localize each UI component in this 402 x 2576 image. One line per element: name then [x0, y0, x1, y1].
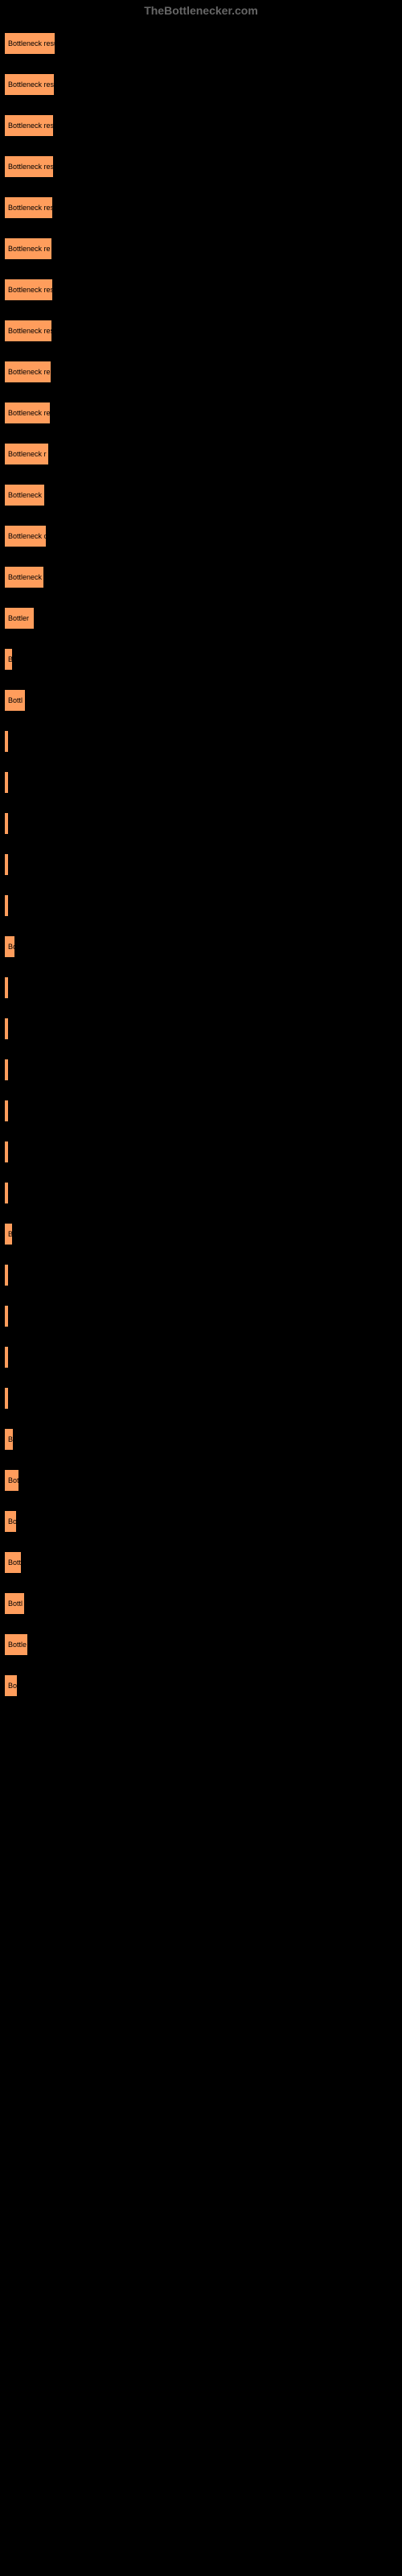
chart-bar: Bo	[4, 1674, 18, 1697]
chart-bar: Bottleneck res	[4, 320, 52, 342]
chart-bar: Bottl	[4, 689, 26, 712]
chart-bar: Bottleneck c	[4, 525, 47, 547]
chart-bar: Bottle	[4, 1633, 28, 1656]
chart-bar: Bottleneck re	[4, 237, 52, 260]
chart-bar: Bot	[4, 1469, 19, 1492]
chart-bar: B	[4, 1223, 13, 1245]
chart-bar: Bottleneck result	[4, 32, 55, 55]
chart-bar	[4, 894, 9, 917]
chart-bar: Bottleneck res	[4, 155, 54, 178]
chart-bar	[4, 1182, 9, 1204]
chart-bar: Bottleneck re	[4, 361, 51, 383]
chart-bar	[4, 1100, 9, 1122]
watermark: TheBottlenecker.com	[144, 4, 258, 17]
chart-bar: Bottl	[4, 1592, 25, 1615]
chart-bar	[4, 812, 9, 835]
chart-bar	[4, 1018, 9, 1040]
chart-bar	[4, 771, 9, 794]
chart-bar: Bottleneck res	[4, 196, 53, 219]
chart-bar: Bo	[4, 935, 15, 958]
chart-bar	[4, 1387, 9, 1410]
chart-bar: Bottleneck r	[4, 443, 49, 465]
bar-chart: Bottleneck result Bottleneck result Bottle…	[0, 24, 402, 1705]
chart-bar: Bottleneck re	[4, 402, 51, 424]
chart-bar	[4, 853, 9, 876]
chart-bar	[4, 1059, 9, 1081]
chart-bar: Bottleneck res	[4, 279, 53, 301]
chart-bar: Bottler	[4, 607, 35, 630]
chart-bar: B	[4, 1428, 14, 1451]
chart-bar: Bottleneck	[4, 566, 44, 588]
chart-bar	[4, 1141, 9, 1163]
chart-bar	[4, 976, 9, 999]
chart-bar	[4, 730, 9, 753]
chart-bar: Bott	[4, 1551, 22, 1574]
chart-bar: Bottleneck	[4, 484, 45, 506]
chart-bar	[4, 1264, 9, 1286]
chart-bar: Bottleneck result	[4, 73, 55, 96]
chart-bar: Bo	[4, 1510, 17, 1533]
chart-bar	[4, 1305, 9, 1327]
chart-bar: B	[4, 648, 13, 671]
chart-bar: Bottleneck res	[4, 114, 54, 137]
chart-bar	[4, 1346, 9, 1368]
